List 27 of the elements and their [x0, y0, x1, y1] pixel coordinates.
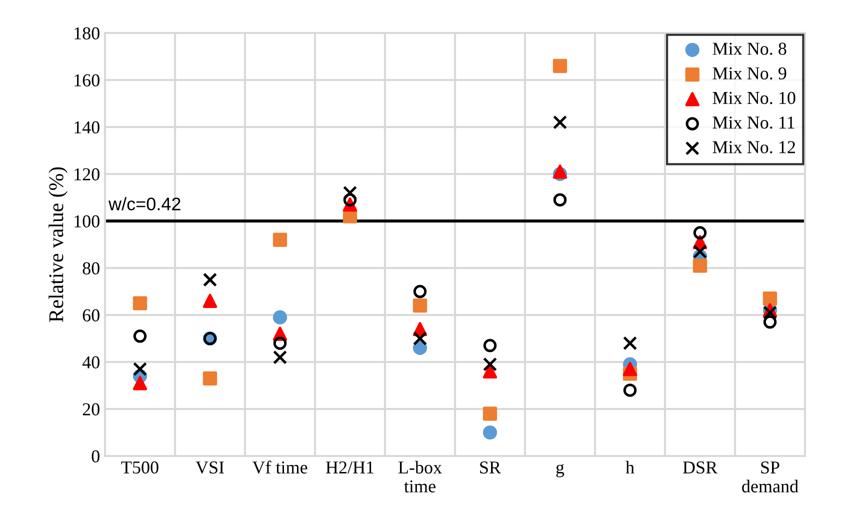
y-tick-label: 120	[74, 168, 100, 180]
legend-label: Mix No. 12	[712, 141, 795, 154]
x-tick-label: T500	[121, 461, 158, 474]
y-tick-label: 40	[82, 356, 100, 368]
y-axis-title: Relative value (%)	[48, 167, 68, 322]
y-tick-label: 180	[74, 27, 100, 40]
x-tick-label: L-box time	[398, 460, 442, 492]
x-tick-label: DSR	[682, 461, 718, 474]
y-tick-label: 80	[82, 262, 100, 274]
x-tick-label: h	[626, 460, 634, 474]
y-tick-label: 140	[74, 121, 100, 134]
x-tick-label: VSI	[196, 461, 224, 474]
y-tick-label: 160	[74, 74, 100, 86]
annotation: w/c=0.42	[108, 197, 180, 210]
legend-label: Mix No. 8	[712, 42, 786, 55]
y-tick-label: 20	[82, 403, 100, 416]
legend-label: Mix No. 9	[712, 67, 786, 80]
x-tick-label: SR	[480, 461, 502, 474]
x-tick-label: SP demand	[742, 461, 798, 492]
y-tick-label: 60	[82, 309, 100, 322]
x-tick-label: g	[556, 464, 564, 478]
legend-label: Mix No. 10	[712, 92, 796, 104]
legend-label: Mix No. 11	[712, 116, 794, 129]
x-tick-label: H2/H1	[326, 461, 374, 474]
y-tick-label: 0	[92, 450, 100, 462]
x-tick-label: Vf time	[252, 460, 308, 474]
y-tick-label: 100	[74, 215, 100, 228]
